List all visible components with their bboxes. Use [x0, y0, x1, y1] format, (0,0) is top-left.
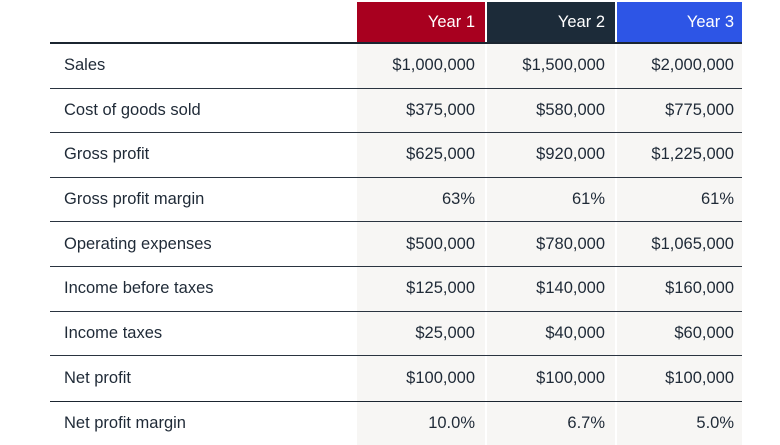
table-row-net-profit: Net profit $100,000 $100,000 $100,000: [50, 356, 742, 401]
cell-year-3: $1,225,000: [617, 133, 742, 177]
cell-year-1: 10.0%: [357, 401, 485, 445]
cell-year-1: $100,000: [357, 356, 485, 401]
cell-year-1: 63%: [357, 177, 485, 222]
cell-year-3: $100,000: [617, 356, 742, 401]
cell-year-3: 5.0%: [617, 401, 742, 445]
cell-year-3: $160,000: [617, 266, 742, 311]
row-label: Operating expenses: [64, 234, 212, 253]
table-row-net-profit-margin: Net profit margin 10.0% 6.7% 5.0%: [50, 400, 742, 445]
table-row-cogs: Cost of goods sold $375,000 $580,000 $77…: [50, 88, 742, 134]
cell-year-2: $40,000: [487, 311, 615, 356]
row-label: Income taxes: [64, 323, 163, 342]
cell-year-2: $580,000: [487, 88, 615, 133]
cell-year-2: 61%: [487, 177, 615, 222]
table-row-gross-profit-margin: Gross profit margin 63% 61% 61%: [50, 177, 742, 223]
table-row-income-before-taxes: Income before taxes $125,000 $140,000 $1…: [50, 266, 742, 312]
header-empty-cell: [50, 2, 357, 42]
row-label: Sales: [64, 56, 106, 75]
cell-year-1: $125,000: [357, 266, 485, 311]
table-row-sales: Sales $1,000,000 $1,500,000 $2,000,000: [50, 44, 742, 89]
cell-year-1: $25,000: [357, 311, 485, 356]
income-statement-table: Year 1 Year 2 Year 3 Sales $1,000,000 $1…: [50, 2, 742, 445]
table-header-row: Year 1 Year 2 Year 3: [50, 2, 742, 44]
row-label: Net profit: [64, 368, 131, 387]
table-row-operating-expenses: Operating expenses $500,000 $780,000 $1,…: [50, 222, 742, 267]
row-label: Income before taxes: [64, 279, 214, 298]
header-year-1: Year 1: [357, 2, 485, 42]
cell-year-3: $60,000: [617, 311, 742, 356]
header-year-3: Year 3: [617, 2, 742, 42]
row-label: Cost of goods sold: [64, 100, 201, 119]
cell-year-2: $780,000: [487, 222, 615, 266]
row-label: Gross profit: [64, 145, 150, 164]
cell-year-1: $1,000,000: [357, 44, 485, 88]
cell-year-3: 61%: [617, 177, 742, 222]
cell-year-3: $775,000: [617, 88, 742, 133]
cell-year-1: $375,000: [357, 88, 485, 133]
row-label: Net profit margin: [64, 414, 186, 433]
cell-year-3: $1,065,000: [617, 222, 742, 266]
cell-year-3: $2,000,000: [617, 44, 742, 88]
table-row-gross-profit: Gross profit $625,000 $920,000 $1,225,00…: [50, 133, 742, 178]
table-row-income-taxes: Income taxes $25,000 $40,000 $60,000: [50, 311, 742, 357]
row-label: Gross profit margin: [64, 190, 205, 209]
cell-year-1: $500,000: [357, 222, 485, 266]
header-year-2: Year 2: [487, 2, 615, 42]
cell-year-2: $920,000: [487, 133, 615, 177]
cell-year-2: $1,500,000: [487, 44, 615, 88]
cell-year-1: $625,000: [357, 133, 485, 177]
cell-year-2: $140,000: [487, 266, 615, 311]
cell-year-2: 6.7%: [487, 401, 615, 445]
cell-year-2: $100,000: [487, 356, 615, 401]
